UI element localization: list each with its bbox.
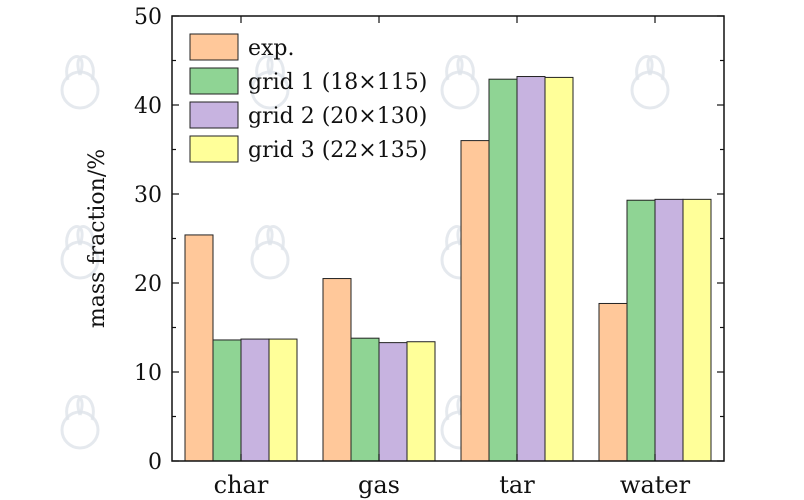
bar-tar-series-2 [488,78,518,462]
y-tick-label: 30 [134,183,162,208]
legend-swatch [189,33,239,61]
bar-char-series-3 [240,338,270,462]
y-tick-label: 20 [134,272,162,297]
bar-char-series-1 [184,234,214,462]
bar-gas-series-2 [350,337,380,462]
legend-swatch [189,67,239,95]
y-tick-label: 10 [134,361,162,386]
watermark-mark [250,225,290,280]
y-tick-label: 40 [134,94,162,119]
legend-label: exp. [248,36,295,61]
watermark-mark [60,225,100,280]
x-category-label: water [620,471,691,499]
x-category-label: char [214,471,269,499]
bar-tar-series-3 [516,76,546,462]
bar-char-series-2 [212,339,242,462]
watermark-mark [60,395,100,450]
watermark-mark [630,55,670,110]
x-category-label: tar [499,471,535,499]
watermark-mark [60,55,100,110]
bar-water-series-2 [626,199,656,462]
bar-char-series-4 [268,338,298,462]
y-tick-label: 50 [134,5,162,30]
bar-water-series-4 [682,198,712,462]
bar-water-series-1 [598,302,628,462]
x-category-label: gas [358,471,400,499]
bar-gas-series-3 [378,342,408,462]
bar-tar-series-1 [460,140,490,462]
legend-swatch [189,135,239,163]
legend: exp. grid 1 (18×115) grid 2 (20×130) grid 3… [189,33,427,163]
bar-gas-series-1 [322,278,352,462]
y-tick-label: 0 [148,450,162,475]
watermark-mark [440,55,480,110]
y-axis-label: mass fraction/% [85,149,110,328]
watermark-mark [250,55,290,110]
legend-label: grid 3 (22×135) [248,138,427,163]
bar-water-series-3 [654,198,684,462]
legend-swatch [189,101,239,129]
bar-tar-series-4 [544,76,574,462]
axes-layer: 0 10 20 30 40 50 char gas tar water [134,5,725,499]
legend-label: grid 1 (18×115) [248,70,427,95]
legend-label: grid 2 (20×130) [248,104,427,129]
bar-gas-series-4 [406,341,436,462]
bars-layer [184,76,712,462]
